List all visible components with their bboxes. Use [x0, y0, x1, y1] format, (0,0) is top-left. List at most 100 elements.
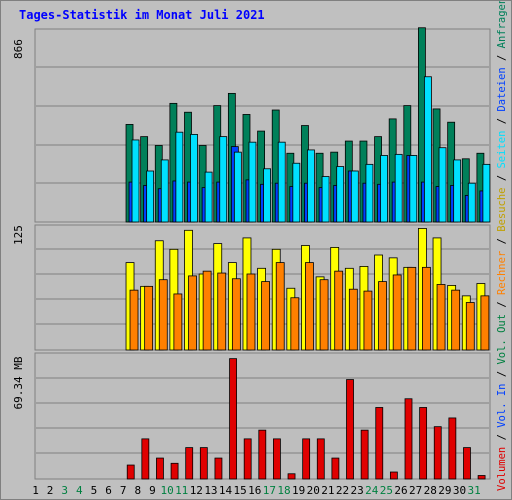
- bar-seiten: [424, 76, 432, 223]
- x-tick-label: 29: [438, 484, 451, 497]
- x-tick-label: 20: [307, 484, 320, 497]
- bar-rechner: [144, 285, 154, 351]
- bar-volumen: [316, 438, 325, 480]
- bar-seiten: [467, 182, 476, 223]
- bar-seiten: [394, 153, 403, 223]
- x-tick-label: 24: [365, 484, 379, 497]
- legend-part: Rechner: [496, 251, 508, 295]
- legend-part: /: [496, 112, 508, 131]
- x-tick-label: 17: [263, 484, 276, 497]
- bar-rechner: [173, 293, 183, 351]
- right-legend: Volumen / Vol. In / Vol. Out / Rechner /…: [496, 1, 508, 491]
- bar-seiten: [277, 141, 286, 223]
- bar-seiten: [438, 147, 447, 223]
- x-tick-label: 21: [321, 484, 334, 497]
- bar-volumen: [419, 407, 428, 480]
- bar-seiten: [321, 176, 330, 223]
- bar-rechner: [392, 274, 402, 351]
- legend-part: Anfragen: [496, 1, 508, 48]
- bar-rechner: [202, 270, 212, 351]
- bar-volumen: [477, 475, 486, 480]
- bar-rechner: [231, 278, 241, 351]
- bar-seiten: [307, 149, 315, 223]
- x-tick-label: 7: [120, 484, 127, 497]
- bar-seiten: [146, 170, 155, 223]
- bars-group: [125, 27, 491, 480]
- bar-volumen: [170, 462, 179, 480]
- bar-volumen: [258, 429, 267, 480]
- bar-volumen: [302, 438, 311, 480]
- x-tick-label: 10: [160, 484, 173, 497]
- bar-rechner: [422, 266, 431, 351]
- bar-rechner: [129, 289, 139, 351]
- bar-seiten: [219, 136, 228, 223]
- bar-volumen: [156, 457, 164, 480]
- bar-volumen: [448, 417, 457, 480]
- x-tick-label: 6: [105, 484, 112, 497]
- bar-rechner: [363, 290, 373, 351]
- bar-rechner: [275, 262, 285, 351]
- legend-part: Vol. In: [496, 384, 508, 428]
- bar-rechner: [217, 272, 227, 351]
- bar-rechner: [451, 289, 461, 351]
- bar-volumen: [360, 429, 369, 480]
- bar-rechner: [158, 279, 168, 351]
- bar-volumen: [185, 447, 194, 480]
- bar-rechner: [465, 302, 475, 351]
- bar-volumen: [346, 379, 354, 480]
- bar-volumen: [287, 473, 296, 480]
- bar-seiten: [482, 163, 491, 223]
- bar-rechner: [436, 284, 446, 351]
- chart-title: Tages-Statistik im Monat Juli 2021: [19, 8, 265, 22]
- y-tick-requests: 866: [12, 39, 25, 59]
- x-tick-label: 14: [219, 484, 233, 497]
- y-tick-visits: 125: [12, 225, 25, 245]
- legend-part: Volumen: [496, 447, 508, 491]
- legend-part: /: [496, 295, 508, 314]
- bar-seiten: [336, 166, 345, 223]
- legend-part: /: [496, 169, 508, 188]
- bar-seiten: [453, 159, 462, 223]
- x-tick-label: 5: [91, 484, 98, 497]
- bar-volumen: [243, 438, 252, 480]
- bar-rechner: [480, 295, 490, 351]
- x-tick-label: 28: [424, 484, 437, 497]
- x-tick-label: 22: [336, 484, 349, 497]
- bar-volumen: [141, 438, 150, 480]
- bar-seiten: [131, 139, 140, 223]
- bar-seiten: [409, 155, 418, 223]
- x-tick-label: 9: [149, 484, 156, 497]
- bar-seiten: [263, 168, 272, 223]
- bar-seiten: [248, 141, 257, 223]
- bar-volumen: [433, 426, 442, 480]
- bar-rechner: [407, 266, 417, 351]
- bar-rechner: [261, 281, 271, 351]
- bar-volumen: [404, 398, 413, 480]
- bar-seiten: [292, 162, 301, 223]
- bar-seiten: [160, 159, 169, 223]
- bar-volumen: [375, 407, 384, 480]
- bar-rechner: [290, 297, 300, 351]
- x-tick-label: 13: [204, 484, 217, 497]
- bar-seiten: [380, 155, 388, 223]
- legend-text: Volumen / Vol. In / Vol. Out / Rechner /…: [496, 1, 508, 491]
- x-tick-label: 26: [394, 484, 407, 497]
- legend-part: Besuche: [496, 187, 508, 231]
- bar-volumen: [463, 447, 471, 480]
- x-tick-label: 11: [175, 484, 188, 497]
- x-tick-label: 3: [61, 484, 68, 497]
- x-tick-label: 15: [234, 484, 247, 497]
- x-tick-label: 12: [190, 484, 203, 497]
- bar-rechner: [348, 288, 358, 351]
- y-tick-volume: 69.34 MB: [12, 356, 25, 409]
- x-tick-label: 18: [277, 484, 290, 497]
- legend-part: Dateien: [496, 67, 508, 111]
- bar-volumen: [389, 471, 398, 480]
- bar-rechner: [188, 275, 197, 351]
- bar-volumen: [229, 358, 237, 480]
- bar-seiten: [233, 151, 242, 223]
- bar-volumen: [214, 457, 223, 480]
- legend-part: /: [496, 428, 508, 447]
